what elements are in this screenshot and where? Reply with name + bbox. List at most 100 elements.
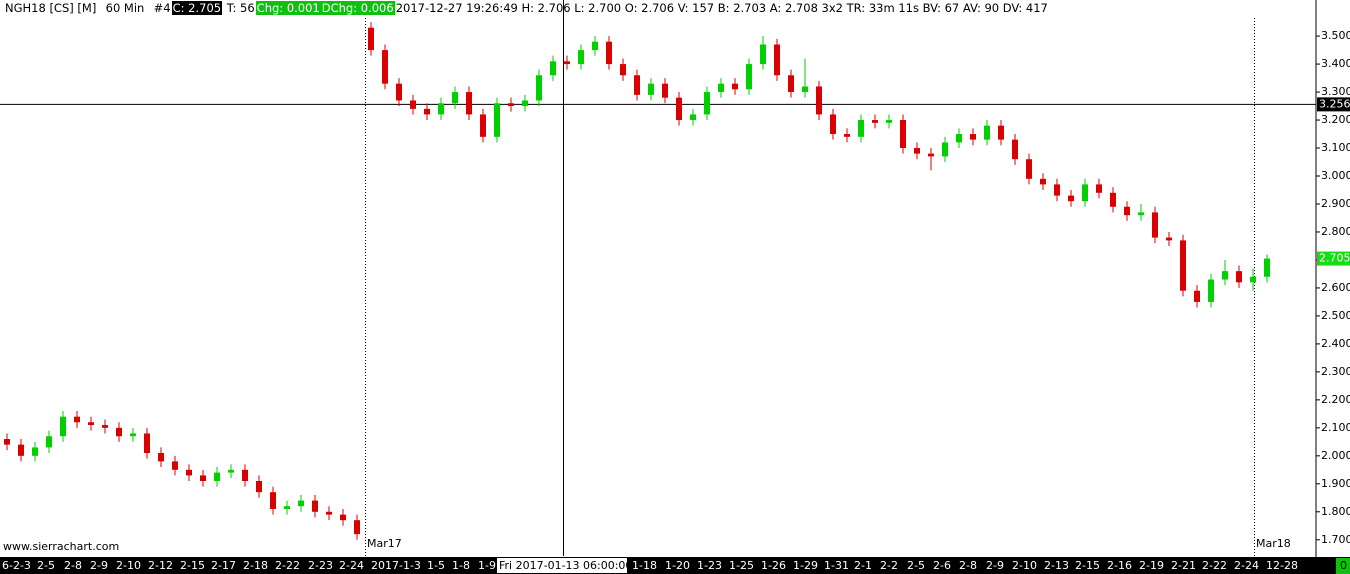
candle-body (788, 75, 794, 93)
candle-body (60, 416, 66, 437)
candle-body (424, 108, 430, 115)
candle-body (102, 425, 108, 428)
x-tick-label: 1-23 (697, 559, 722, 572)
candle-body (284, 506, 290, 509)
x-tick-label: 2-22 (1202, 559, 1227, 572)
candle-body (228, 469, 234, 473)
candle-body (32, 447, 38, 456)
candle-body (46, 436, 52, 448)
candle-body (1096, 184, 1102, 193)
candle-body (1082, 184, 1088, 202)
y-tick-label: 3.500 (1321, 29, 1350, 42)
candle-body (522, 100, 528, 107)
candle-body (1194, 290, 1200, 302)
y-tick-label: 1.900 (1321, 477, 1350, 490)
candle-body (1068, 195, 1074, 202)
candle-body (634, 75, 640, 95)
x-tick-label: 2-17 (211, 559, 236, 572)
y-tick-label: 1.800 (1321, 505, 1350, 518)
candle-body (592, 41, 598, 51)
x-tick-label: 2-9 (986, 559, 1004, 572)
candle-body (1124, 206, 1130, 216)
contract-label: Mar17 (367, 537, 402, 550)
x-tick-label: 2-1 (854, 559, 872, 572)
corner-bg (1336, 558, 1350, 574)
y-tick-label: 3.000 (1321, 169, 1350, 182)
candle-body (326, 511, 332, 515)
x-tick-label: 1-18 (632, 559, 657, 572)
candle-body (732, 83, 738, 90)
x-tick-label: 2-5 (37, 559, 55, 572)
candle-body (858, 120, 864, 137)
candle-body (1026, 159, 1032, 179)
x-tick-label: 2-12 (148, 559, 173, 572)
x-tick-label: 1-25 (729, 559, 754, 572)
candle-body (186, 469, 192, 476)
x-tick-label: 2-16 (1107, 559, 1132, 572)
daily-change-field: DChg: 0.006 (320, 1, 395, 15)
candle-body (88, 422, 94, 426)
header: NGH18 [CS] [M] 60 Min #4 C: 2.705 T: 56 Ch… (4, 0, 1049, 16)
candle-body (480, 114, 486, 137)
crosshair-price: 3.256 (1319, 97, 1350, 110)
candle-body (452, 92, 458, 104)
x-tick-label: 2017-1-3 (371, 559, 421, 572)
x-tick-label: 2-10 (1012, 559, 1037, 572)
candle-body (872, 120, 878, 123)
candle-body (1152, 212, 1158, 238)
candle-body (662, 83, 668, 98)
candle-body (900, 120, 906, 149)
candle-body (1040, 178, 1046, 185)
candle-body (172, 461, 178, 470)
last-price: 2.705 (1319, 252, 1350, 265)
candle-body (886, 120, 892, 123)
candle-body (438, 103, 444, 115)
y-tick-label: 2.800 (1321, 225, 1350, 238)
candle-body (144, 433, 150, 454)
contract-label: Mar18 (1256, 537, 1291, 550)
x-tick-label: 2-8 (959, 559, 977, 572)
candle-body (718, 83, 724, 93)
candle-body (340, 514, 346, 521)
y-tick-label: 2.900 (1321, 197, 1350, 210)
x-tick-label: 1-5 (427, 559, 445, 572)
candle-body (1222, 271, 1228, 280)
candle-body (830, 114, 836, 135)
candle-body (1054, 184, 1060, 196)
candle-body (494, 103, 500, 137)
close-field: C: 2.705 (171, 1, 223, 15)
candle-body (704, 92, 710, 115)
candle-body (158, 453, 164, 462)
x-tick-label: 2-18 (243, 559, 268, 572)
x-tick-label: 2-5 (907, 559, 925, 572)
candle-body (928, 153, 934, 157)
x-tick-label: 6-2-3 (2, 559, 31, 572)
x-tick-label: 1-26 (761, 559, 786, 572)
candle-body (368, 27, 374, 51)
candle-body (130, 433, 136, 437)
candle-body (1180, 240, 1186, 291)
y-tick-label: 2.600 (1321, 281, 1350, 294)
candle-body (970, 134, 976, 140)
y-tick-label: 2.100 (1321, 421, 1350, 434)
x-tick-label: 12-28 (1266, 559, 1298, 572)
candle-body (1138, 212, 1144, 216)
symbol: NGH18 [CS] [M] (5, 1, 97, 15)
x-tick-label: 2-2 (880, 559, 898, 572)
y-tick-label: 3.400 (1321, 57, 1350, 70)
interval: 60 Min (105, 1, 145, 15)
trades-field: T: 56 (226, 1, 255, 15)
candle-body (746, 64, 752, 90)
x-tick-label: 1-9 (478, 559, 496, 572)
y-tick-label: 1.700 (1321, 533, 1350, 546)
candle-body (606, 41, 612, 65)
x-tick-label: 2-10 (116, 559, 141, 572)
y-tick-label: 2.300 (1321, 365, 1350, 378)
x-tick-label: Fri 2017-01-13 06:00:00 (499, 559, 632, 572)
last-price-bg (1317, 251, 1350, 266)
x-tick-label: 2-24 (339, 559, 364, 572)
y-tick-label: 2.000 (1321, 449, 1350, 462)
candle-body (18, 444, 24, 456)
